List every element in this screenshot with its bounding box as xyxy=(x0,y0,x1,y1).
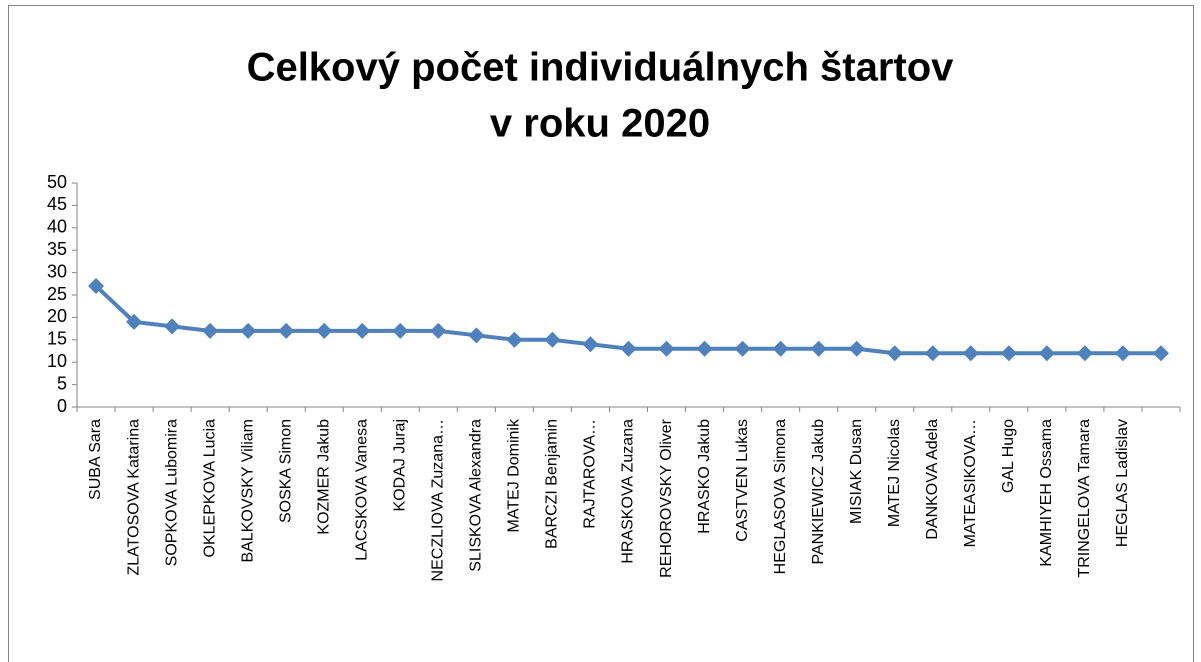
x-tick-label: KOZMER Jakub xyxy=(315,419,332,535)
point-marker xyxy=(430,322,447,339)
point-marker xyxy=(354,322,371,339)
point-marker xyxy=(734,340,751,357)
point-marker xyxy=(848,340,865,357)
y-tick-label: 25 xyxy=(47,284,67,304)
point-marker xyxy=(316,322,333,339)
x-tick-label: HRASKOVA Zuzana xyxy=(620,419,637,564)
point-marker xyxy=(810,340,827,357)
point-marker xyxy=(1038,345,1055,362)
point-marker xyxy=(620,340,637,357)
point-marker xyxy=(886,345,903,362)
point-marker xyxy=(582,336,599,353)
x-tick-label: TRINGELOVA Tamara xyxy=(1076,419,1093,578)
x-tick-label: NECZLIOVA Zuzana… xyxy=(430,419,447,581)
y-tick-label: 20 xyxy=(47,306,67,326)
point-marker xyxy=(202,322,219,339)
x-tick-label: DANKOVA Adela xyxy=(924,419,941,540)
x-tick-label: KODAJ Juraj xyxy=(392,419,409,511)
x-tick-label: HEGLASOVA Simona xyxy=(772,419,789,574)
point-marker xyxy=(240,322,257,339)
x-tick-label: MATEJ Nicolas xyxy=(886,419,903,527)
point-marker xyxy=(962,345,979,362)
x-tick-label: LACSKOVA Vanesa xyxy=(353,419,370,561)
chart-title: Celkový počet individuálnych štartov xyxy=(247,46,955,90)
x-tick-label: SOSKA Simon xyxy=(277,419,294,523)
x-tick-label: OKLEPKOVA Lucia xyxy=(201,419,218,558)
point-marker xyxy=(1076,345,1093,362)
y-tick-label: 30 xyxy=(47,261,67,281)
point-marker xyxy=(1152,345,1169,362)
x-tick-label: ZLATOSOVA Katarina xyxy=(125,419,142,576)
point-marker xyxy=(772,340,789,357)
point-marker xyxy=(506,331,523,348)
x-tick-label: SLISKOVA Alexandra xyxy=(468,419,485,572)
y-tick-label: 35 xyxy=(47,239,67,259)
point-marker xyxy=(88,278,105,295)
x-tick-label: MATEASIKOVA… xyxy=(962,419,979,547)
y-tick-label: 45 xyxy=(47,194,67,214)
y-tick-label: 15 xyxy=(47,329,67,349)
point-marker xyxy=(278,322,295,339)
x-tick-label: MATEJ Dominik xyxy=(506,418,523,532)
point-marker xyxy=(658,340,675,357)
x-tick-label: PANKIEWICZ Jakub xyxy=(810,419,827,565)
x-tick-label: HEGLAS Ladislav xyxy=(1114,419,1131,547)
point-marker xyxy=(392,322,409,339)
x-tick-label: SOPKOVA Lubomira xyxy=(163,419,180,566)
point-marker xyxy=(696,340,713,357)
x-tick-label: CASTVEN Lukas xyxy=(734,419,751,542)
point-marker xyxy=(1000,345,1017,362)
point-marker xyxy=(1114,345,1131,362)
point-marker xyxy=(164,318,181,335)
y-tick-label: 10 xyxy=(47,351,67,371)
y-tick-label: 40 xyxy=(47,217,67,237)
y-tick-label: 0 xyxy=(57,396,67,416)
x-tick-label: BARCZI Benjamin xyxy=(544,419,561,549)
x-tick-label: RAJTAROVA… xyxy=(582,419,599,529)
x-tick-label: MISIAK Dusan xyxy=(848,419,865,524)
point-marker xyxy=(544,331,561,348)
x-tick-label: REHOROVSKY Oliver xyxy=(658,418,675,578)
y-tick-label: 50 xyxy=(47,172,67,192)
point-marker xyxy=(126,313,143,330)
chart-title: v roku 2020 xyxy=(490,102,710,146)
y-tick-label: 5 xyxy=(57,373,67,393)
x-tick-label: SUBA Sara xyxy=(87,419,104,500)
x-tick-label: GAL Hugo xyxy=(1000,419,1017,493)
point-marker xyxy=(924,345,941,362)
x-tick-label: KAMHIYEH Ossama xyxy=(1038,419,1055,567)
x-tick-label: BALKOVSKY Viliam xyxy=(239,419,256,562)
x-tick-label: HRASKO Jakub xyxy=(696,419,713,534)
point-marker xyxy=(468,327,485,344)
